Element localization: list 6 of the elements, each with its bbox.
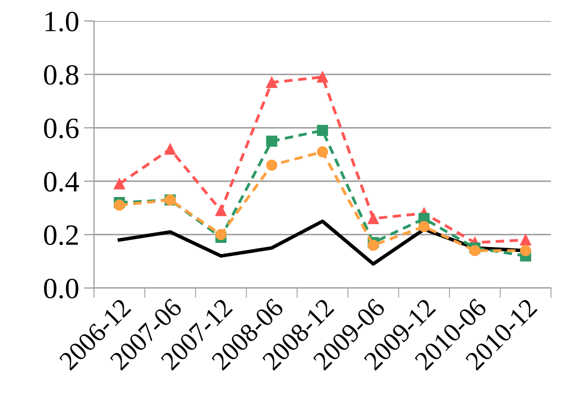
y-tick-label: 0.2 — [44, 225, 78, 246]
y-tick-label: 0.0 — [44, 278, 78, 299]
y-tick-label: 0.6 — [44, 118, 79, 138]
y-tick-label: 0.4 — [44, 172, 79, 192]
y-tick-label: 0.8 — [44, 65, 78, 85]
y-tick-label: 1.0 — [46, 12, 78, 32]
